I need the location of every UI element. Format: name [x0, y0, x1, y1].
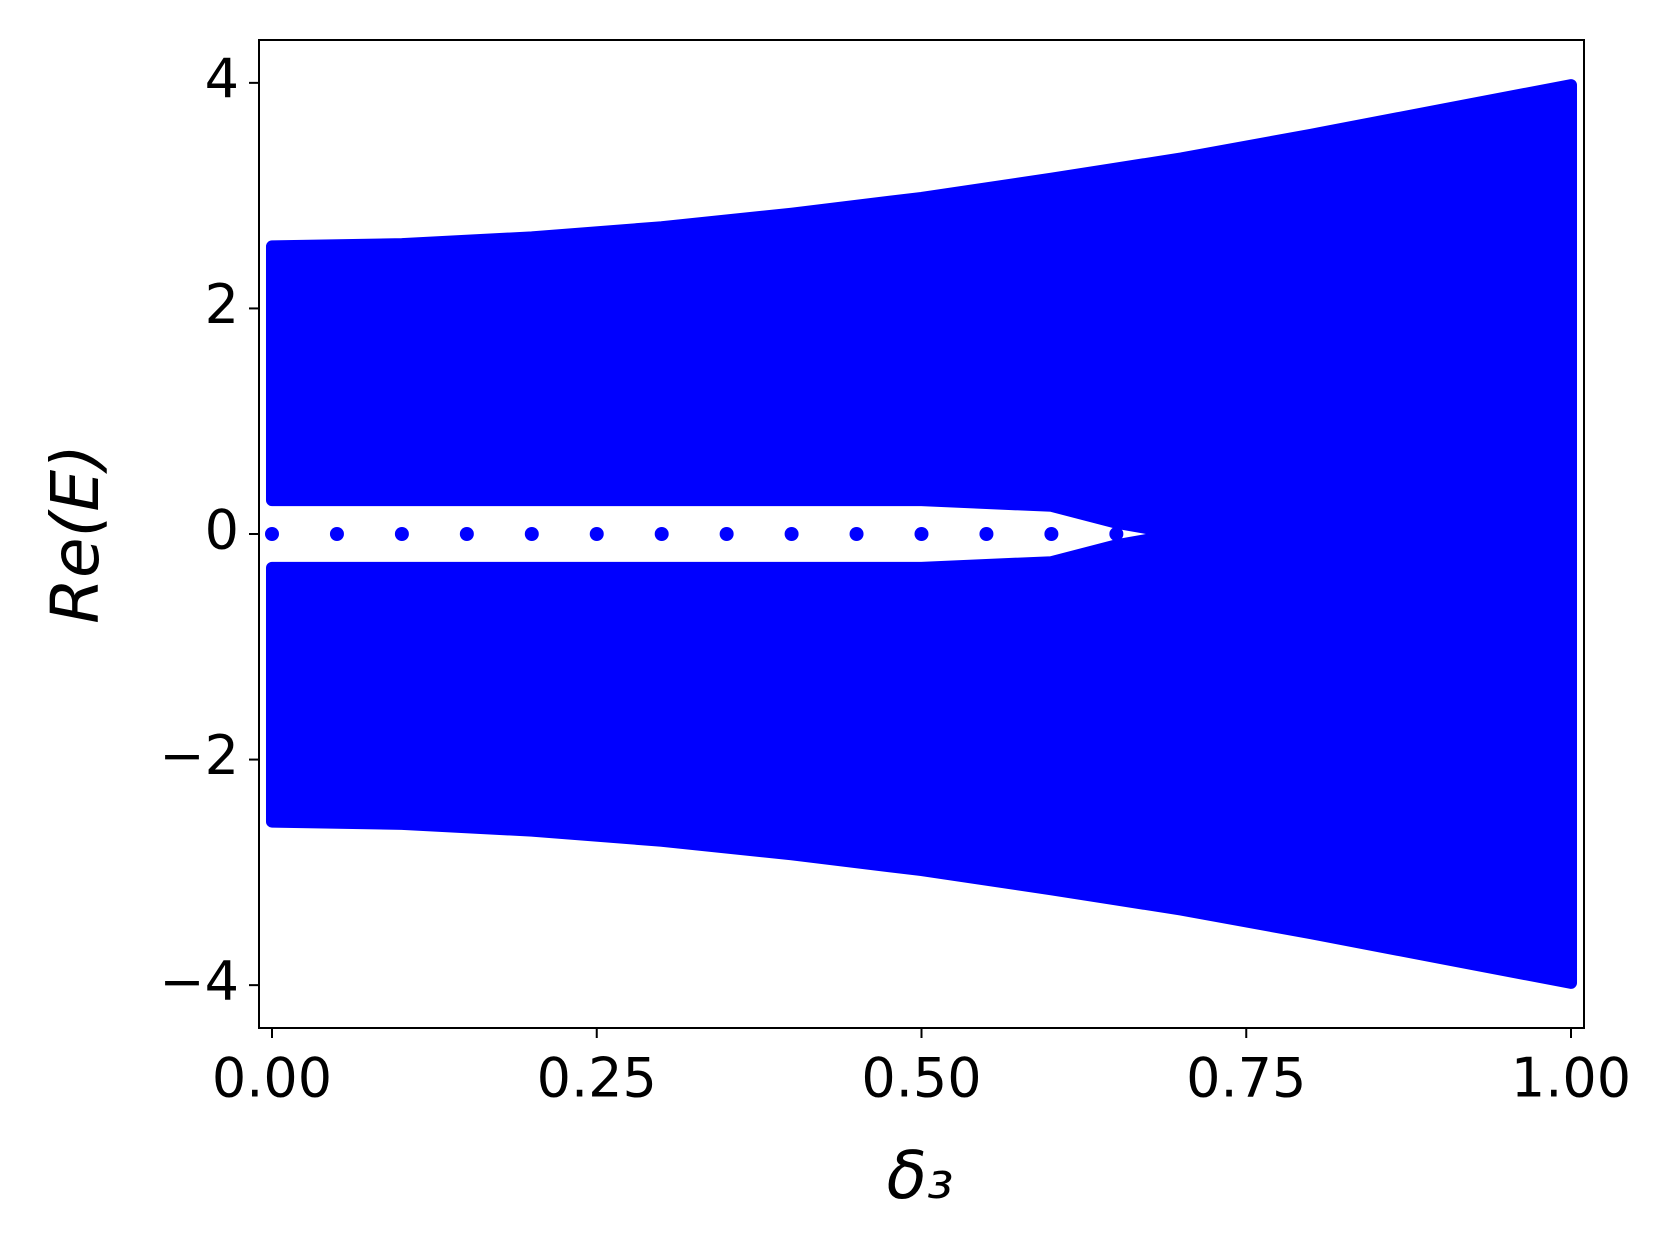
band-area [265, 528, 1578, 989]
x-tick-label: 0.50 [861, 1047, 981, 1110]
zero-mode-point [589, 527, 604, 541]
zero-mode-point [1044, 527, 1059, 541]
plot-frame [258, 39, 1585, 1029]
zero-mode-point [979, 527, 994, 541]
y-tick-label: 2 [205, 273, 239, 336]
x-tick-label: 1.00 [1511, 1047, 1631, 1110]
band-area [265, 79, 1578, 540]
zero-mode-point [524, 527, 539, 541]
zero-mode-point [394, 527, 409, 541]
y-tick-label: 4 [205, 47, 239, 110]
x-tick-label: 0.00 [212, 1047, 332, 1110]
zero-mode-point [914, 527, 929, 541]
zero-mode-point [264, 527, 279, 541]
y-axis-label: Re(E) [37, 444, 114, 624]
zero-mode-point [329, 527, 344, 541]
y-tick-label: −2 [159, 724, 239, 787]
zero-mode-point [459, 527, 474, 541]
zero-mode-point [719, 527, 734, 541]
zero-mode-point [784, 527, 799, 541]
zero-mode-point [1109, 527, 1124, 541]
y-tick-label: −4 [159, 950, 239, 1013]
y-tick-label: 0 [205, 499, 239, 562]
zero-mode-point [654, 527, 669, 541]
x-tick-label: 0.75 [1186, 1047, 1306, 1110]
zero-mode-point [849, 527, 864, 541]
x-axis-label: δ₃ [887, 1137, 954, 1214]
x-tick-label: 0.25 [537, 1047, 657, 1110]
